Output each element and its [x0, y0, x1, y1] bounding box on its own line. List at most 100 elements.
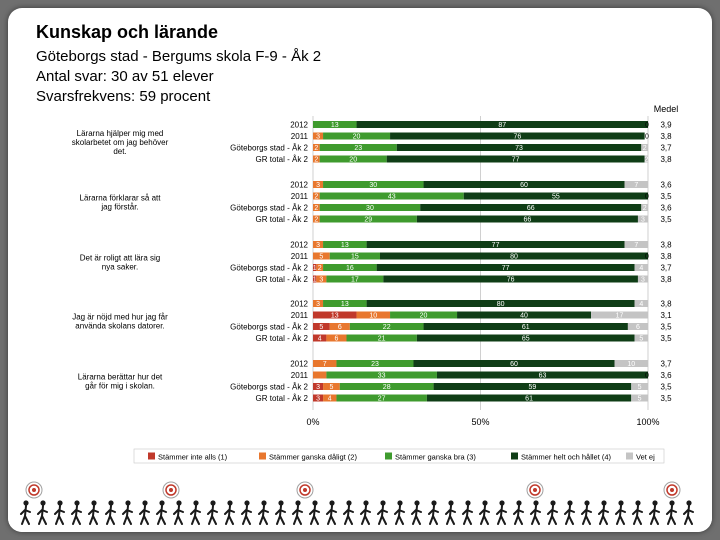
row-label: 2011	[291, 371, 309, 380]
runner-body	[71, 505, 82, 525]
data-label: 55	[552, 194, 560, 201]
bar-segment	[313, 275, 317, 283]
question-text: Lärarna förklarar så att jag förstår.	[80, 193, 162, 211]
runner-head	[550, 500, 556, 506]
runner-head	[91, 500, 97, 506]
runner-figure-icon	[37, 500, 48, 525]
runner-body	[190, 505, 201, 525]
data-label: 29	[364, 217, 372, 224]
bar-segment	[436, 371, 648, 379]
legend-label: Stämmer inte alls (1)	[158, 453, 228, 462]
bar-segment	[627, 323, 648, 330]
data-label: 5	[639, 336, 643, 343]
data-label: 2	[314, 205, 318, 212]
target-icon	[25, 481, 43, 499]
legend-swatch	[148, 452, 155, 460]
bar-segment	[323, 181, 424, 188]
bar-segment	[329, 323, 350, 330]
mean-value: 3,5	[660, 383, 672, 392]
bar-segment	[366, 300, 635, 307]
bar-segment	[390, 132, 645, 140]
mean-header: Medel	[654, 104, 679, 114]
data-label: 2	[643, 145, 647, 152]
bar-row: 2012 3 13 77 7 3,8	[290, 241, 672, 250]
runner-head	[142, 500, 148, 506]
runner-figure-icon	[581, 500, 592, 525]
data-label: 3	[316, 301, 320, 308]
data-label: 3	[316, 396, 320, 403]
data-label: 77	[512, 157, 520, 164]
runner-body	[105, 505, 116, 525]
row-label: 2012	[290, 360, 308, 369]
runner-head	[669, 500, 675, 506]
answer-count: Antal svar: 30 av 51 elever	[36, 68, 214, 85]
row-label: GR total - Åk 2	[256, 155, 309, 164]
runner-head	[414, 500, 420, 506]
data-label: 15	[351, 254, 359, 261]
bar-segment	[423, 181, 625, 188]
bar-segment	[463, 192, 648, 200]
bar-segment	[624, 241, 648, 248]
runner-body	[462, 505, 473, 525]
bar-row: 2011 2 43 55 0 3,5	[291, 192, 672, 201]
bar-segment	[376, 264, 635, 271]
data-label: 2	[314, 157, 318, 164]
runner-head	[533, 500, 539, 506]
bar-segment	[386, 155, 645, 163]
runner-head	[397, 500, 403, 506]
bar-row: 2011 33 63 0 3,6	[291, 371, 672, 380]
bar-segment	[457, 311, 592, 319]
data-label: 7	[634, 242, 638, 249]
runner-body	[598, 505, 609, 525]
data-label: 5	[638, 384, 642, 391]
bar-segment	[326, 334, 347, 342]
data-label: 30	[369, 182, 377, 189]
question-group: Lärarna hjälper mig med skolarbetet om ja…	[72, 121, 672, 165]
x-tick-label: 0%	[306, 417, 319, 427]
mean-value: 3,5	[660, 323, 672, 332]
data-label: 3	[316, 134, 320, 141]
bar-row: Göteborgs stad - Åk 2 2 30 66 2 3,6	[230, 204, 672, 213]
legend-swatch	[385, 452, 392, 460]
x-tick-label: 50%	[471, 417, 489, 427]
data-label: 80	[510, 254, 518, 261]
data-label: 2	[318, 265, 322, 272]
runner-body	[530, 505, 541, 525]
question-text: Lärarna berättar hur det går för mig i sk…	[78, 372, 163, 390]
runner-body	[547, 505, 558, 525]
mean-value: 3,5	[660, 394, 672, 403]
runner-figure-icon	[139, 500, 150, 525]
data-label: 13	[331, 122, 339, 129]
data-label: 20	[353, 134, 361, 141]
bar-segment	[323, 241, 367, 248]
data-label: 3	[316, 182, 320, 189]
runner-body	[292, 505, 303, 525]
question-group: Jag är nöjd med hur jag får använda skola…	[72, 300, 672, 344]
data-label: 5	[319, 254, 323, 261]
bar-row: GR total - Åk 2 3 4 27 61 5 3,5	[256, 394, 673, 403]
runner-head	[499, 500, 505, 506]
data-label: 2	[644, 157, 648, 164]
runner-figure-icon	[666, 500, 677, 525]
data-label: 87	[498, 122, 506, 129]
bar-segment	[319, 204, 421, 211]
data-label: 23	[371, 361, 379, 368]
question-group: Lärarna berättar hur det går för mig i sk…	[78, 360, 672, 404]
data-label: 76	[507, 277, 515, 284]
runner-body	[360, 505, 371, 525]
bar-segment	[313, 394, 324, 402]
bar-segment	[346, 334, 417, 342]
bar-segment	[336, 394, 427, 402]
runner-body	[224, 505, 235, 525]
row-label: 2012	[290, 181, 308, 190]
runner-body	[632, 505, 643, 525]
bar-segment	[356, 121, 648, 128]
data-label: 2	[314, 217, 318, 224]
data-label: 3	[641, 217, 645, 224]
runner-figure-icon	[513, 500, 524, 525]
data-label: 10	[369, 313, 377, 320]
bar-segment	[416, 215, 638, 223]
bar-segment	[624, 181, 648, 188]
bar-segment	[634, 300, 648, 307]
runner-figure-icon	[632, 500, 643, 525]
